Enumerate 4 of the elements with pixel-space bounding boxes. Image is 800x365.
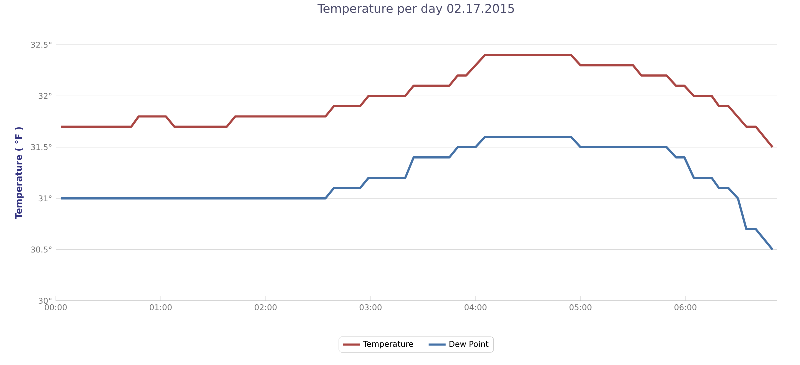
y-axis-title: Temperature ( °F ) xyxy=(15,127,24,220)
chart-title: Temperature per day 02.17.2015 xyxy=(318,4,514,16)
line-series xyxy=(60,54,774,148)
line-series xyxy=(60,136,774,251)
